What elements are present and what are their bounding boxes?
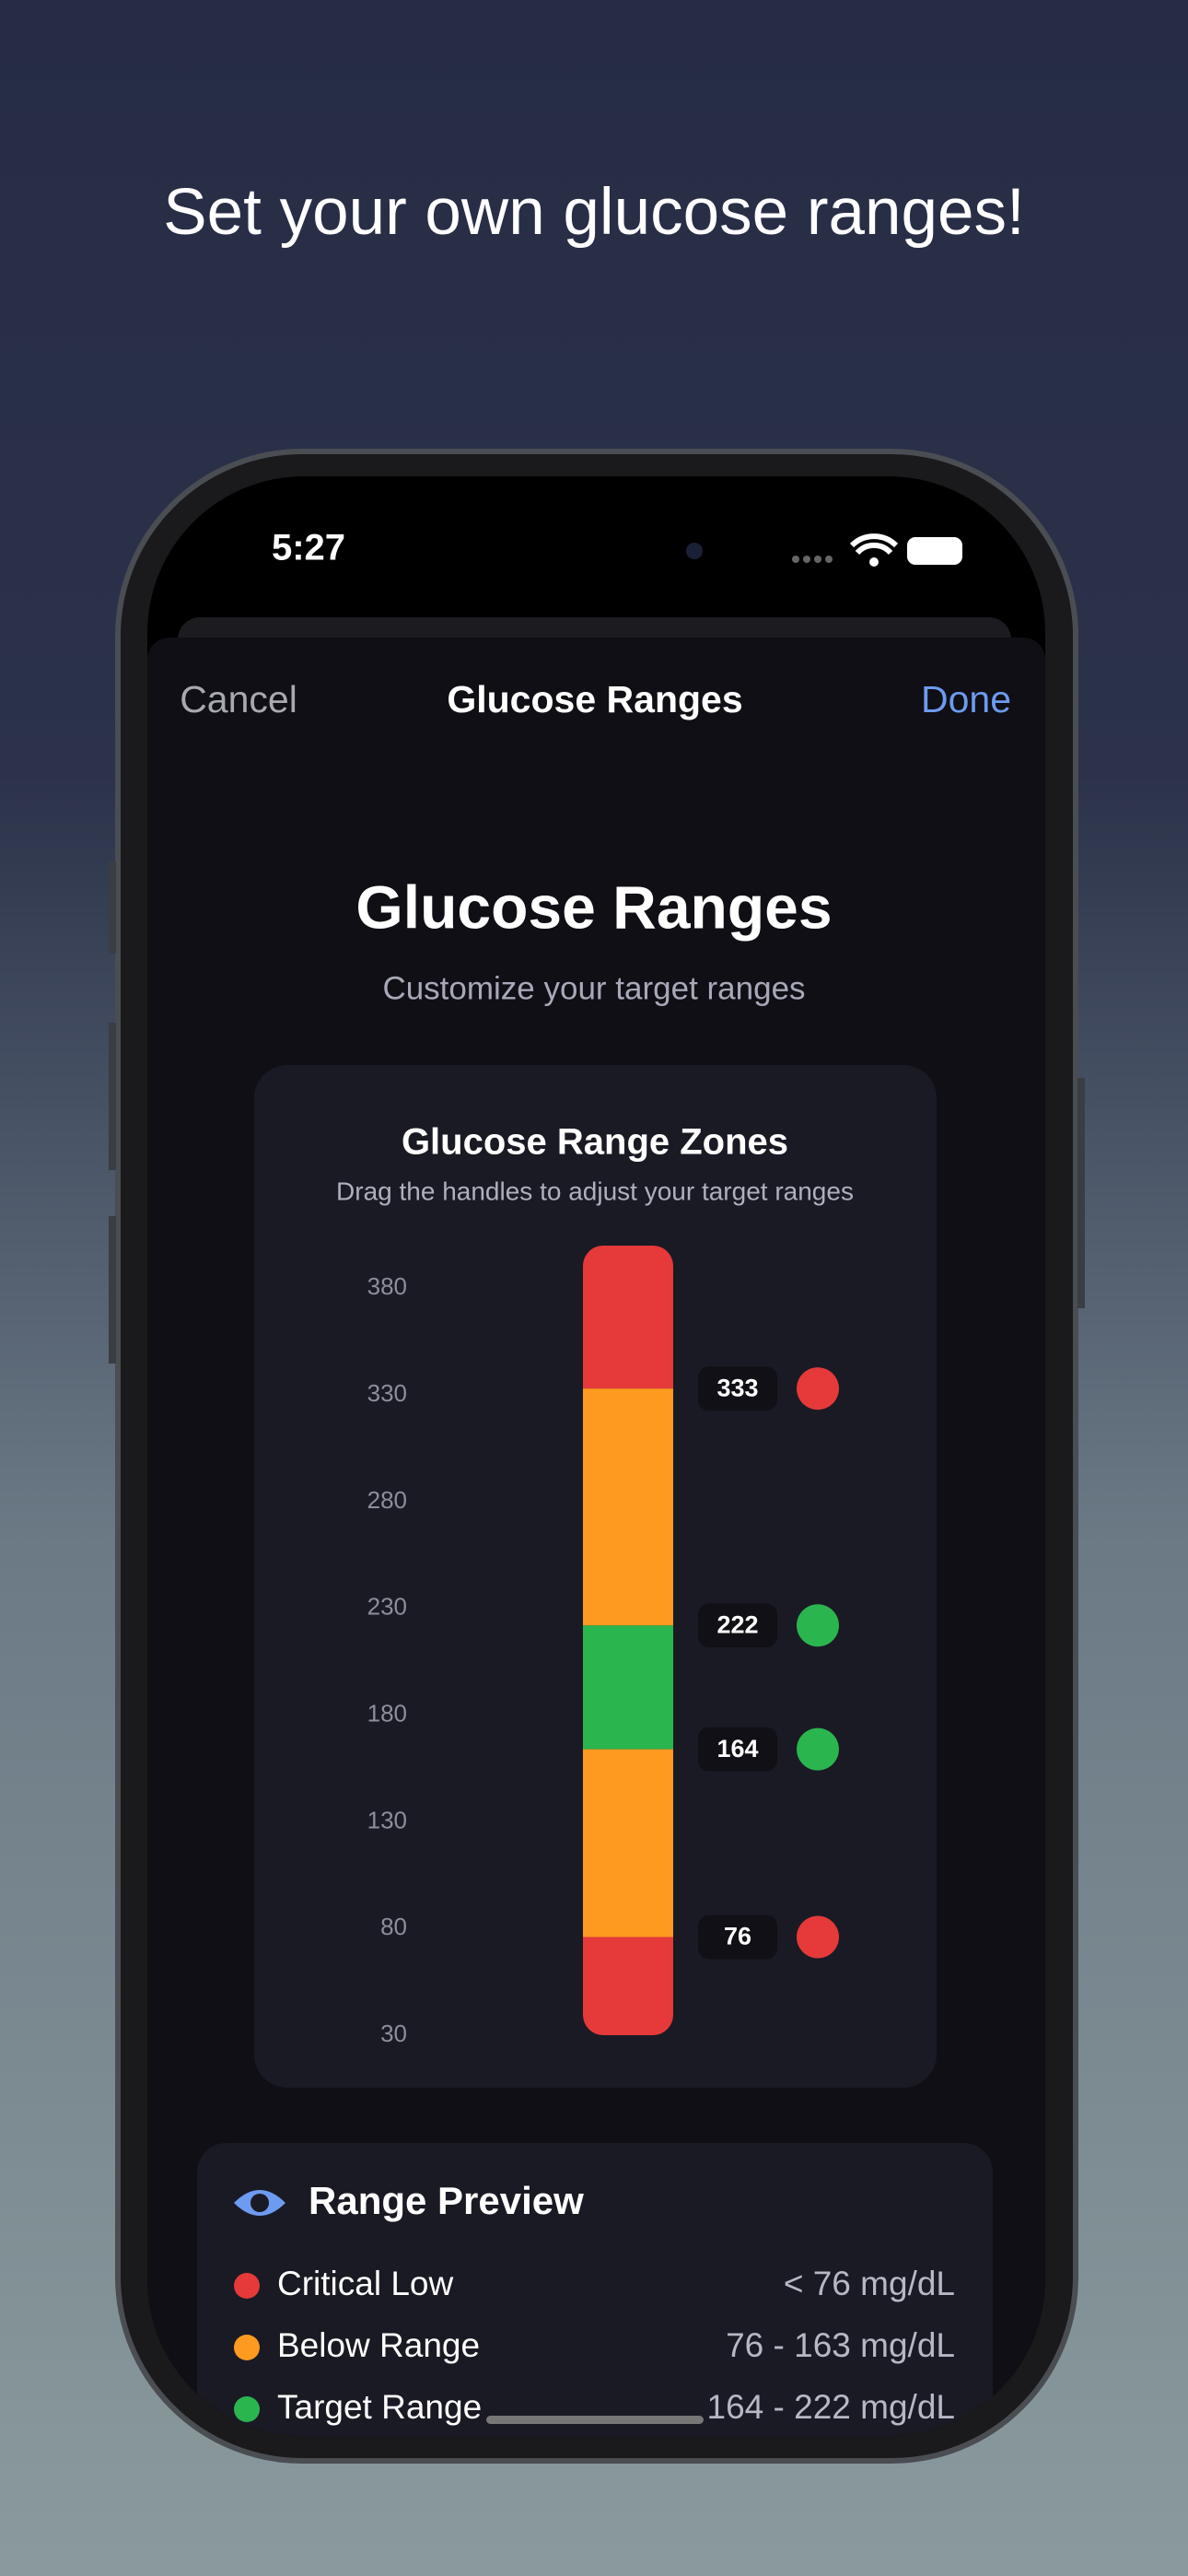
zone	[583, 1937, 673, 2035]
handle-label: 333	[716, 1374, 758, 1401]
handle-label: 164	[716, 1735, 758, 1762]
handle-label-bg	[698, 1914, 777, 1960]
card-title: Glucose Range Zones	[402, 1122, 788, 1163]
y-tick-label: 30	[380, 2020, 407, 2047]
card-subtitle: Drag the handles to adjust your target r…	[336, 1177, 854, 1205]
handle[interactable]	[797, 1915, 839, 1959]
cancel-button[interactable]: Cancel	[180, 678, 297, 720]
row-range: 76 - 163 mg/dL	[726, 2326, 955, 2364]
home-indicator	[486, 2416, 704, 2424]
handle-label-bg	[698, 1366, 777, 1411]
handle[interactable]	[797, 1604, 839, 1647]
row-range: 164 - 222 mg/dL	[707, 2388, 955, 2426]
status-time: 5:27	[272, 528, 345, 568]
y-tick-label: 330	[367, 1379, 407, 1407]
side-button	[109, 1023, 116, 1170]
handle[interactable]	[797, 1727, 839, 1771]
row-label: Below Range	[277, 2326, 480, 2364]
screen: 5:27 Cancel Glucose Ranges Done Glucose …	[147, 476, 1045, 2436]
row-dot	[234, 2273, 260, 2299]
handle-label-bg	[698, 1727, 777, 1772]
zone	[583, 1246, 673, 1389]
side-button	[109, 1216, 116, 1364]
row-range: < 76 mg/dL	[784, 2265, 955, 2302]
y-tick-label: 230	[367, 1593, 407, 1621]
handle-label-bg	[698, 1603, 777, 1648]
zone	[583, 1749, 673, 1938]
eye-pupil	[250, 2194, 269, 2212]
camera	[686, 543, 703, 559]
wifi-icon	[849, 533, 899, 556]
y-tick-label: 130	[367, 1806, 407, 1833]
signal	[792, 556, 833, 563]
wifi-dot	[869, 557, 879, 567]
row-dot	[234, 2335, 260, 2360]
battery	[907, 537, 962, 565]
nav-title: Glucose Ranges	[447, 678, 742, 720]
headline: Set your own glucose ranges!	[163, 176, 1024, 249]
y-tick-label: 80	[380, 1913, 407, 1940]
handle-label: 222	[716, 1610, 758, 1638]
y-tick-label: 380	[367, 1272, 407, 1300]
handle[interactable]	[797, 1367, 839, 1411]
y-tick-label: 280	[367, 1486, 407, 1514]
zone	[583, 1625, 673, 1750]
row-dot	[234, 2396, 260, 2422]
side-button	[109, 861, 116, 954]
bar	[583, 1246, 673, 2035]
preview-card	[197, 2143, 993, 2436]
row-label: Critical Low	[277, 2265, 453, 2302]
zone	[583, 1388, 673, 1626]
preview-title: Range Preview	[309, 2179, 584, 2222]
gauge: 380 330 280 230 180 130 80 30 333 222 164 76	[367, 1246, 839, 2047]
y-tick-label: 180	[367, 1699, 407, 1727]
side-button	[1077, 1078, 1085, 1308]
row-label: Target Range	[277, 2388, 482, 2426]
done-button[interactable]: Done	[921, 678, 1011, 720]
handle-label: 76	[724, 1923, 751, 1950]
page-title: Glucose Ranges	[355, 872, 832, 941]
preview-rows: Critical Low < 76 mg/dL Below Range 76 - 16…	[234, 2265, 955, 2426]
page-subtitle: Customize your target ranges	[382, 970, 805, 1006]
